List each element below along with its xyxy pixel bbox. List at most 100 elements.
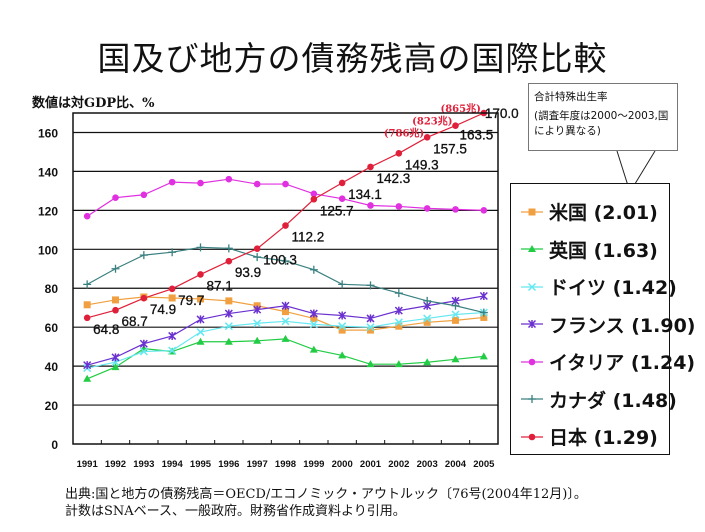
data-point (281, 256, 290, 265)
data-point (139, 339, 148, 348)
data-point (423, 314, 432, 323)
legend-label: フランス (1.90) (549, 314, 696, 337)
data-point (451, 310, 460, 319)
data-point (225, 297, 233, 305)
data-point (479, 291, 488, 301)
data-point (309, 320, 318, 329)
legend-item: 英国 (1.63) (511, 231, 669, 269)
plot-frame (72, 112, 499, 445)
y-axis-unit-label: 数値は対GDP比、% (32, 96, 155, 111)
data-label: 68.7 (122, 314, 148, 329)
data-point (394, 318, 403, 327)
data-point (253, 245, 261, 253)
data-label: 157.5 (433, 141, 467, 156)
chart-legend: 米国 (2.01) 英国 (1.63) ドイツ (1.42) フランス (1.90) イ… (510, 183, 695, 455)
series-5 (83, 243, 488, 317)
data-point (479, 308, 488, 317)
legend-marker (528, 208, 536, 216)
data-point (168, 346, 177, 355)
data-point (225, 175, 233, 183)
data-point (168, 294, 176, 302)
x-tick-label: 2000 (332, 459, 353, 470)
source-line-1: 出典:国と地方の債務残高＝OECD/エコノミック・アウトルック〔76号(2004… (65, 487, 587, 502)
data-point (83, 301, 91, 309)
data-point (338, 280, 347, 289)
data-point (338, 322, 347, 331)
data-label: 100.3 (263, 253, 297, 268)
data-point (225, 257, 233, 265)
series-layer (83, 109, 488, 382)
data-point (451, 355, 460, 363)
annotation-label: (823兆) (412, 115, 452, 128)
annotation-label: (786兆) (384, 126, 424, 139)
data-point (480, 207, 488, 214)
data-point (282, 180, 289, 188)
data-point (394, 289, 403, 298)
data-point (366, 281, 375, 290)
x-tick-label: 1995 (190, 459, 212, 470)
data-point (309, 265, 318, 274)
data-point (83, 374, 92, 382)
legend-marker (528, 433, 536, 441)
data-point (423, 205, 431, 212)
data-point (452, 206, 459, 213)
data-point (366, 314, 375, 323)
data-point (112, 306, 119, 314)
data-point (196, 328, 205, 337)
callout-title: 合計特殊出生率 (534, 91, 608, 103)
data-point (197, 295, 204, 303)
x-tick-label: 1998 (275, 459, 296, 470)
legend-swatch-icon (521, 320, 543, 329)
source-line-2: 計数はSNAベース、一般政府。財務省作成資料より引用。 (65, 504, 406, 519)
data-point (224, 309, 233, 318)
x-tick-label: 1997 (247, 459, 268, 470)
data-point (367, 163, 374, 171)
data-point (282, 308, 289, 316)
data-label: 93.9 (235, 265, 261, 280)
annotation-label: (865兆) (440, 102, 480, 115)
data-point (253, 319, 262, 328)
data-point (112, 296, 119, 304)
data-point (480, 313, 488, 321)
series-3 (83, 291, 488, 370)
data-point (310, 314, 318, 322)
legend-marker (528, 245, 536, 253)
data-labels-layer: 64.868.774.979.787.193.9100.3112.2125.71… (93, 106, 519, 337)
x-tick-label: 1994 (162, 459, 184, 470)
data-point (140, 191, 148, 199)
data-point (395, 322, 403, 330)
data-label: 170.0 (485, 106, 519, 121)
data-point (196, 315, 205, 324)
data-point (282, 222, 289, 229)
data-point (168, 248, 177, 257)
data-point (139, 347, 148, 356)
data-label: 134.1 (348, 187, 382, 202)
legend-swatch-icon (521, 433, 543, 441)
data-label: 79.7 (178, 293, 204, 308)
x-tick-label: 1993 (133, 459, 154, 470)
x-tick-label: 2005 (473, 459, 495, 470)
y-tick-label: 40 (45, 360, 59, 374)
y-tick-label: 60 (45, 321, 59, 335)
data-point (310, 195, 318, 203)
data-point (452, 316, 459, 324)
data-point (168, 331, 177, 340)
y-tick-label: 20 (45, 399, 59, 413)
data-point (394, 306, 403, 315)
fertility-rate-callout: 合計特殊出生率 (調査年度は2000〜2003,国により異なる) (528, 83, 678, 151)
data-point (111, 363, 120, 371)
legend-item: ドイツ (1.42) (511, 268, 677, 306)
data-point (253, 336, 262, 344)
data-point (367, 202, 374, 209)
legend-label: 日本 (1.29) (549, 427, 658, 450)
legend-swatch-icon (521, 395, 543, 404)
legend-label: ドイツ (1.42) (549, 277, 677, 300)
y-tick-label: 80 (45, 282, 59, 296)
data-label: 74.9 (150, 302, 176, 317)
data-point (196, 243, 205, 252)
grid-lines (73, 131, 498, 406)
data-point (423, 296, 432, 305)
series-2 (83, 308, 488, 373)
data-point (338, 179, 346, 187)
